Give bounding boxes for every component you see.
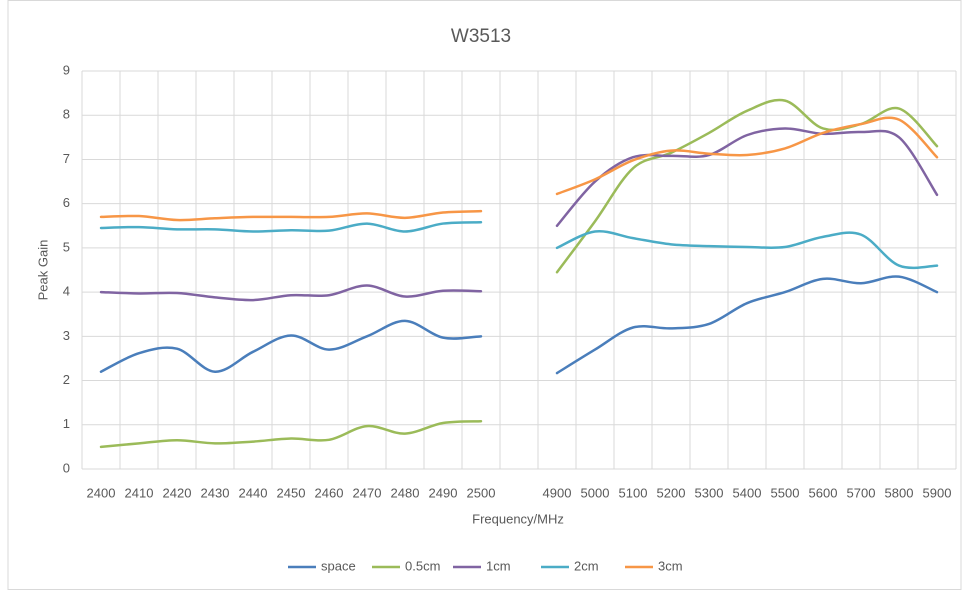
line-series [99,127,939,302]
x-tick-label: 4900 [543,485,572,500]
x-tick-label: 5800 [885,485,914,500]
x-tick-label: 5600 [809,485,838,500]
chart-frame [7,0,962,590]
x-axis-label: Frequency/MHz [472,511,564,526]
x-tick-label: 2480 [391,485,420,500]
x-tick-label: 5900 [923,485,952,500]
x-tick-label: 5400 [733,485,762,500]
x-tick-label: 2450 [277,485,306,500]
legend-label: space [321,558,356,573]
line-series [99,98,939,449]
y-tick-label: 3 [63,328,70,343]
y-tick-label: 7 [63,151,70,166]
y-tick-label: 4 [63,284,70,299]
legend-label: 3cm [658,558,683,573]
chart-title: W3513 [451,26,511,47]
x-tick-label: 2490 [429,485,458,500]
x-tick-label: 5500 [771,485,800,500]
x-tick-label: 2470 [353,485,382,500]
y-tick-label: 5 [63,239,70,254]
y-tick-label: 0 [63,460,70,475]
x-tick-label: 5700 [847,485,876,500]
x-tick-label: 2410 [125,485,154,500]
line-series [99,220,939,270]
y-tick-label: 6 [63,195,70,210]
y-tick-label: 8 [63,107,70,122]
x-tick-label: 2400 [87,485,116,500]
y-tick-label: 9 [63,62,70,77]
y-tick-label: 1 [63,416,70,431]
legend-label: 2cm [574,558,599,573]
x-tick-label: 2460 [315,485,344,500]
x-tick-label: 5000 [581,485,610,500]
line-series [99,116,939,222]
x-tick-label: 5100 [619,485,648,500]
x-tick-label: 2420 [163,485,192,500]
x-tick-label: 2440 [239,485,268,500]
x-tick-label: 5300 [695,485,724,500]
legend-label: 1cm [486,558,511,573]
legend-label: 0.5cm [405,558,440,573]
line-series [99,275,939,375]
y-axis-label: Peak Gain [35,240,50,301]
x-tick-label: 2430 [201,485,230,500]
x-tick-label: 5200 [657,485,686,500]
y-tick-label: 2 [63,372,70,387]
x-tick-label: 2500 [467,485,496,500]
